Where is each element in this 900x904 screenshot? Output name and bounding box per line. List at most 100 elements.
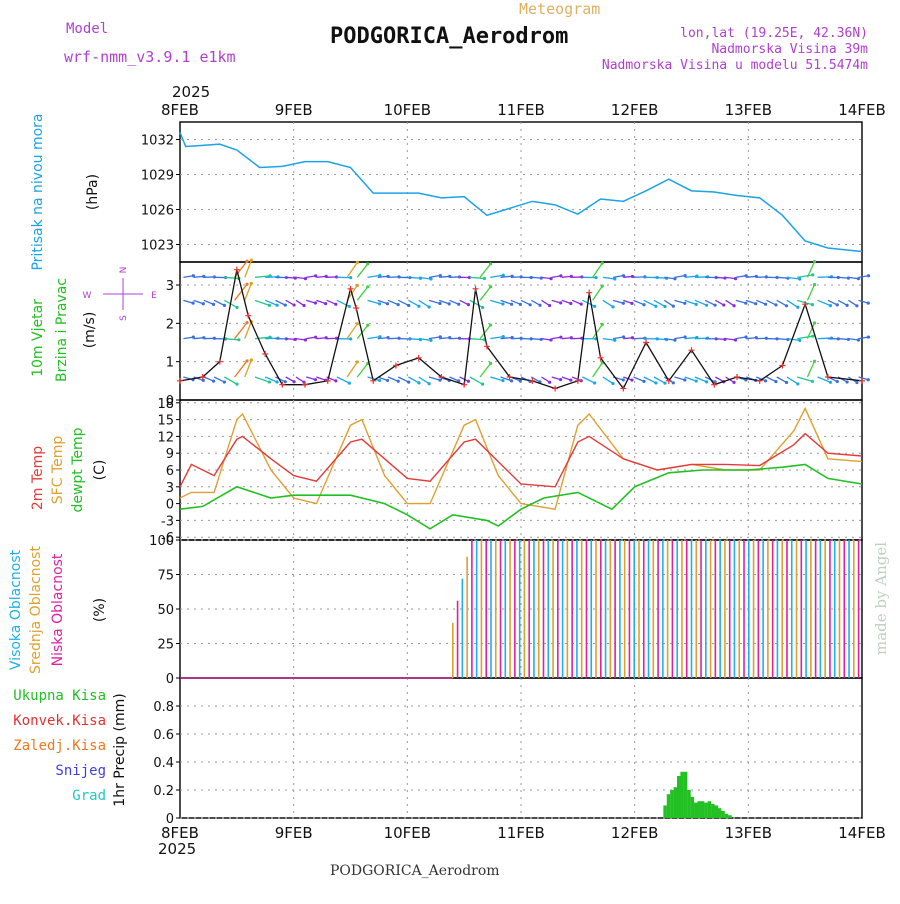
wind-arrow-head (292, 303, 295, 306)
wind-arrow-head (732, 304, 735, 307)
x-date-label-bottom: 11FEB (497, 824, 544, 842)
wind-arrow-head (764, 379, 767, 382)
x-date-label-top: 13FEB (725, 101, 772, 119)
wind-arrow-head (349, 276, 352, 279)
wind-arrow (807, 361, 814, 377)
wind-arrow (787, 300, 798, 307)
wind-arrow-head (705, 304, 708, 307)
wind-arrow-head (202, 302, 205, 305)
wind-arrow-head (428, 382, 431, 385)
x-date-label-bottom: 13FEB (725, 824, 772, 842)
wind-arrow-head (378, 302, 381, 305)
wind-arrow-head (855, 381, 858, 384)
wind-arrow (347, 262, 357, 277)
wind-gust-marker (586, 290, 592, 296)
wind-unit: (m/s) (82, 312, 98, 349)
wind-arrow-head (796, 306, 799, 309)
wind-arrow-head (811, 335, 814, 338)
y-tick-label: 9 (166, 447, 174, 462)
wind-arrow (388, 377, 398, 381)
wind-gust-marker (825, 374, 831, 380)
meteogram-label: Meteogram (519, 0, 600, 18)
wind-arrow-head (428, 305, 431, 308)
temp-ylabel-1: 2m Temp (30, 446, 46, 510)
y-tick-label: 25 (157, 638, 174, 653)
precip-bar (715, 805, 719, 818)
wind-arrow-head (366, 262, 369, 265)
wind-arrow (685, 377, 697, 381)
precip-bar (718, 808, 722, 818)
wind-arrows (183, 259, 870, 386)
wind-arrow-head (663, 305, 666, 308)
wind-arrow (429, 300, 440, 303)
precip-bar (667, 794, 671, 818)
wind-arrow (398, 300, 408, 305)
wind-arrow (674, 377, 684, 380)
wind-arrow-head (569, 302, 572, 305)
precip-bar (708, 801, 712, 818)
wind-arrow-head (483, 277, 486, 280)
wind-arrow-head (510, 379, 513, 382)
wind-arrow (603, 300, 613, 307)
wind-arrow-head (212, 379, 215, 382)
wind-arrow-head (489, 285, 492, 288)
wind-arrow-head (594, 276, 597, 279)
wind-arrow-head (245, 359, 248, 362)
precip-bar (711, 804, 715, 818)
wind-arrow (224, 377, 237, 384)
temp-ylabel-3: dewpt Temp (70, 427, 86, 512)
wind-arrow-head (855, 304, 858, 307)
wind-arrow-head (314, 378, 317, 381)
wind-arrow-head (429, 277, 432, 280)
wind-arrow-head (630, 302, 633, 305)
wind-arrow-head (366, 285, 369, 288)
wind-gust-marker (461, 382, 467, 388)
wind-arrow-head (407, 381, 410, 384)
wind-arrow (347, 362, 357, 377)
wind-arrow-head (695, 303, 698, 306)
wind-arrow-head (386, 302, 389, 305)
precip-bar (728, 815, 732, 818)
wind-arrow-head (417, 381, 420, 384)
precip-bar (677, 776, 681, 818)
wind-gust-marker (353, 305, 359, 311)
wind-arrow-head (467, 303, 470, 306)
wind-arrow-head (529, 303, 532, 306)
model-label: Model (66, 21, 108, 37)
wind-ylabel-1: 10m Vjetar (30, 299, 46, 377)
wind-arrow-head (630, 378, 633, 381)
wind-arrow-head (836, 303, 839, 306)
precip-bar (670, 790, 674, 818)
wind-arrow-head (811, 380, 814, 383)
sfc-temp-line (180, 408, 862, 509)
year-top: 2025 (172, 83, 210, 101)
wind-arrow (777, 277, 788, 278)
wind-arrow-head (811, 273, 814, 276)
y-tick-label: -3 (161, 514, 174, 529)
x-date-label-bottom: 8FEB (161, 824, 199, 842)
wind-arrow-head (212, 303, 215, 306)
wind-arrow-head (334, 303, 337, 306)
wind-arrow-head (366, 324, 369, 327)
wind-arrow-head (811, 303, 814, 306)
wind-arrow-head (798, 277, 801, 280)
wind-arrow (429, 276, 440, 278)
y-tick-label: 18 (157, 397, 174, 412)
wind-arrow-head (796, 382, 799, 385)
wind-arrow-head (813, 260, 816, 263)
wind-arrow-head (672, 305, 675, 308)
wind-arrow (685, 300, 697, 304)
wind-arrow (797, 275, 813, 277)
wind-arrow-head (397, 380, 400, 383)
wind-gust-marker (643, 340, 649, 346)
wind-gust-marker (734, 374, 740, 380)
precip-legend-total: Ukupna Kisa (13, 688, 106, 704)
wind-arrow-head (593, 381, 596, 384)
wind-arrow-head (467, 380, 470, 383)
wind-arrow (593, 363, 603, 377)
wind-ylabel-2: Brzina i Pravac (54, 278, 70, 382)
wind-arrow-head (813, 283, 816, 286)
y-tick-label: 100 (149, 534, 174, 549)
year-bottom: 2025 (158, 840, 196, 858)
precip-bar (697, 801, 701, 818)
